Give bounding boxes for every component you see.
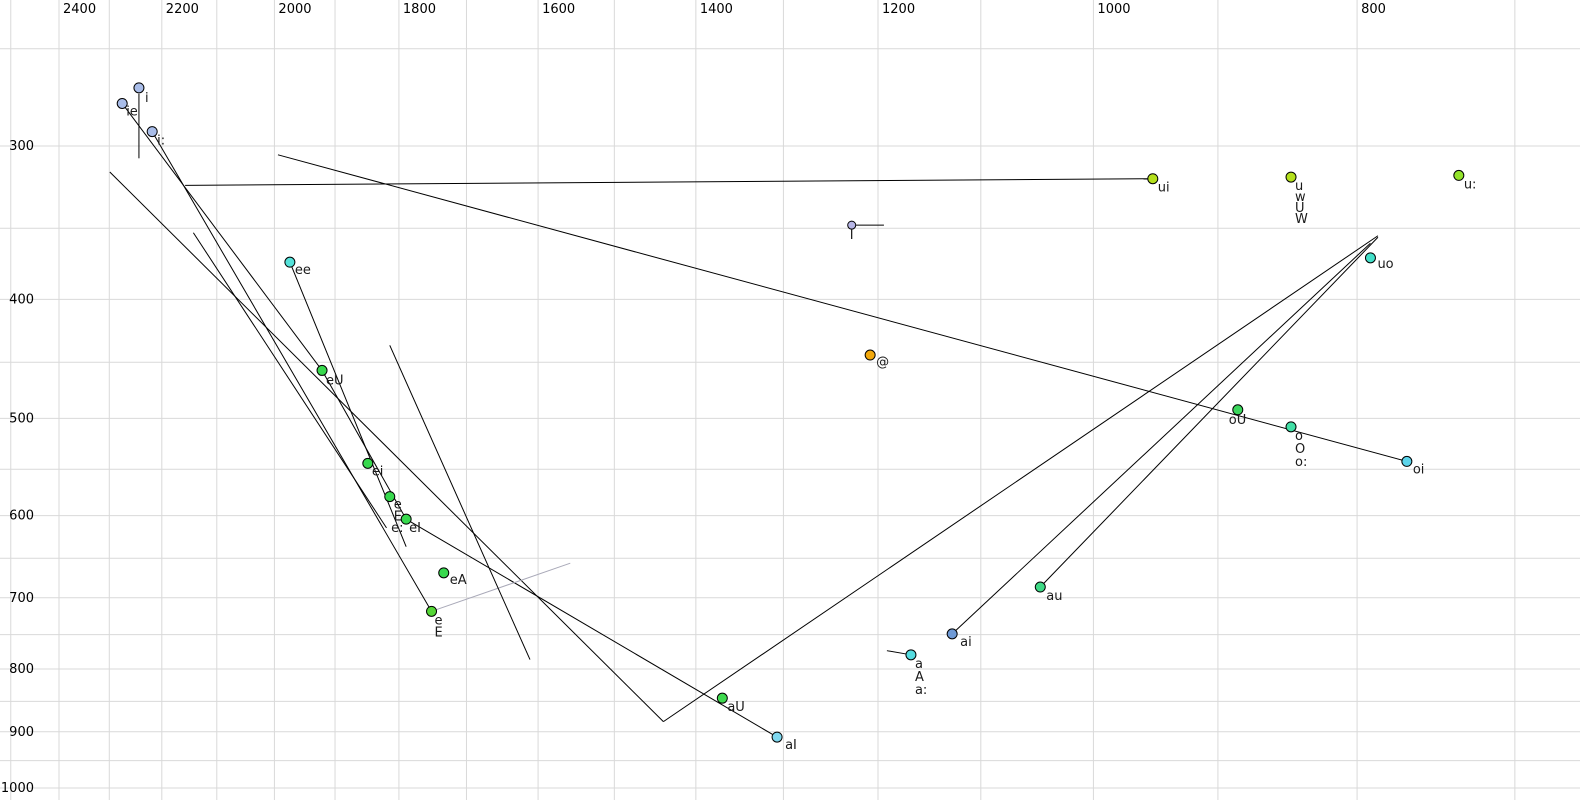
vowel-point <box>716 692 728 704</box>
vowel-label: u: <box>1464 177 1477 192</box>
x-tick-label: 2000 <box>278 2 311 17</box>
vowel-label: u <box>1295 179 1303 194</box>
vowel-point <box>362 457 374 469</box>
trajectory-line <box>389 345 531 660</box>
vowel-label: o: <box>1295 455 1307 470</box>
vowel-point <box>1285 421 1297 433</box>
vowel-label: e <box>435 613 443 628</box>
vowel-point <box>946 628 958 640</box>
y-tick-label: 300 <box>9 139 34 154</box>
vowel-point <box>1034 581 1046 593</box>
x-tick-label: 1200 <box>882 2 915 17</box>
vowel-point <box>1401 455 1413 467</box>
trajectory-line <box>951 242 1371 635</box>
vowel-label: ie <box>126 104 138 119</box>
vowel-label: eI <box>409 521 421 536</box>
y-tick-label: 400 <box>9 292 34 307</box>
vowel-point <box>1232 404 1244 416</box>
vowel-point <box>400 513 412 525</box>
trajectory-line <box>1039 236 1379 588</box>
vowel-label: o <box>1295 429 1303 444</box>
x-tick-label: 1000 <box>1097 2 1130 17</box>
vowel-label: O <box>1295 442 1305 457</box>
vowel-label: U <box>1295 201 1305 216</box>
vowel-point <box>116 97 128 109</box>
y-tick-label: 900 <box>9 725 34 740</box>
vowel-label: W <box>1295 212 1308 227</box>
vowel-label: ui <box>1158 181 1170 196</box>
y-tick-label: 1000 <box>1 781 34 796</box>
vowel-point <box>316 364 328 376</box>
vowel-label: aU <box>727 700 744 715</box>
trajectory-line <box>192 232 387 529</box>
vowel-label: eA <box>450 573 467 588</box>
vowel-label: @ <box>876 355 889 370</box>
trajectory-line <box>431 562 571 612</box>
trajectory-line <box>663 235 1379 723</box>
vowel-point <box>426 605 438 617</box>
vowel-label: e: <box>391 521 403 536</box>
vowel-label: i <box>145 91 149 106</box>
vowel-label: eU <box>326 373 344 388</box>
vowel-point <box>438 567 450 579</box>
vowel-point <box>905 649 917 661</box>
trajectory-line <box>109 171 664 722</box>
vowel-point <box>771 731 783 743</box>
trajectory-line <box>121 103 323 371</box>
x-tick-label: 1800 <box>403 2 436 17</box>
vowel-point <box>847 220 857 230</box>
vowel-point <box>384 491 396 503</box>
vowel-point <box>864 349 876 361</box>
trajectory-line <box>277 154 1407 462</box>
vowel-label: ai <box>960 635 972 650</box>
x-tick-label: 1600 <box>542 2 575 17</box>
y-tick-label: 500 <box>9 411 34 426</box>
y-tick-label: 800 <box>9 662 34 677</box>
y-tick-label: 700 <box>9 591 34 606</box>
trajectory-line <box>289 261 407 547</box>
x-tick-label: 1400 <box>700 2 733 17</box>
vowel-point <box>146 126 158 138</box>
x-tick-label: 2400 <box>63 2 96 17</box>
vowel-point <box>1364 252 1376 264</box>
vowel-point <box>1285 171 1297 183</box>
trajectory-line <box>151 131 432 612</box>
vowel-label: A <box>915 670 924 685</box>
vowel-label: w <box>1295 190 1306 205</box>
trajectory-line <box>185 178 1153 186</box>
vowel-label: ei <box>372 464 384 479</box>
vowel-point <box>1453 169 1465 181</box>
vowel-label: i: <box>157 134 165 149</box>
vowel-label: e <box>394 498 402 513</box>
x-tick-label: 800 <box>1361 2 1386 17</box>
y-tick-label: 600 <box>9 509 34 524</box>
vowel-label: E <box>435 625 443 640</box>
vowel-label: aI <box>785 738 797 753</box>
x-tick-label: 2200 <box>166 2 199 17</box>
vowel-point <box>1147 173 1159 185</box>
trajectory-line <box>405 518 778 738</box>
vowel-label: a: <box>915 683 927 698</box>
vowel-label: a <box>915 657 923 672</box>
vowel-label: ee <box>295 263 311 278</box>
vowel-point <box>284 256 296 268</box>
vowel-point <box>133 82 145 94</box>
vowel-label: oi <box>1413 462 1425 477</box>
vowel-label: oU <box>1229 413 1246 428</box>
vowel-label: uo <box>1377 257 1393 272</box>
vowel-label: E <box>394 510 402 525</box>
vowel-label: au <box>1046 589 1062 604</box>
vowel-label: I <box>850 228 854 243</box>
